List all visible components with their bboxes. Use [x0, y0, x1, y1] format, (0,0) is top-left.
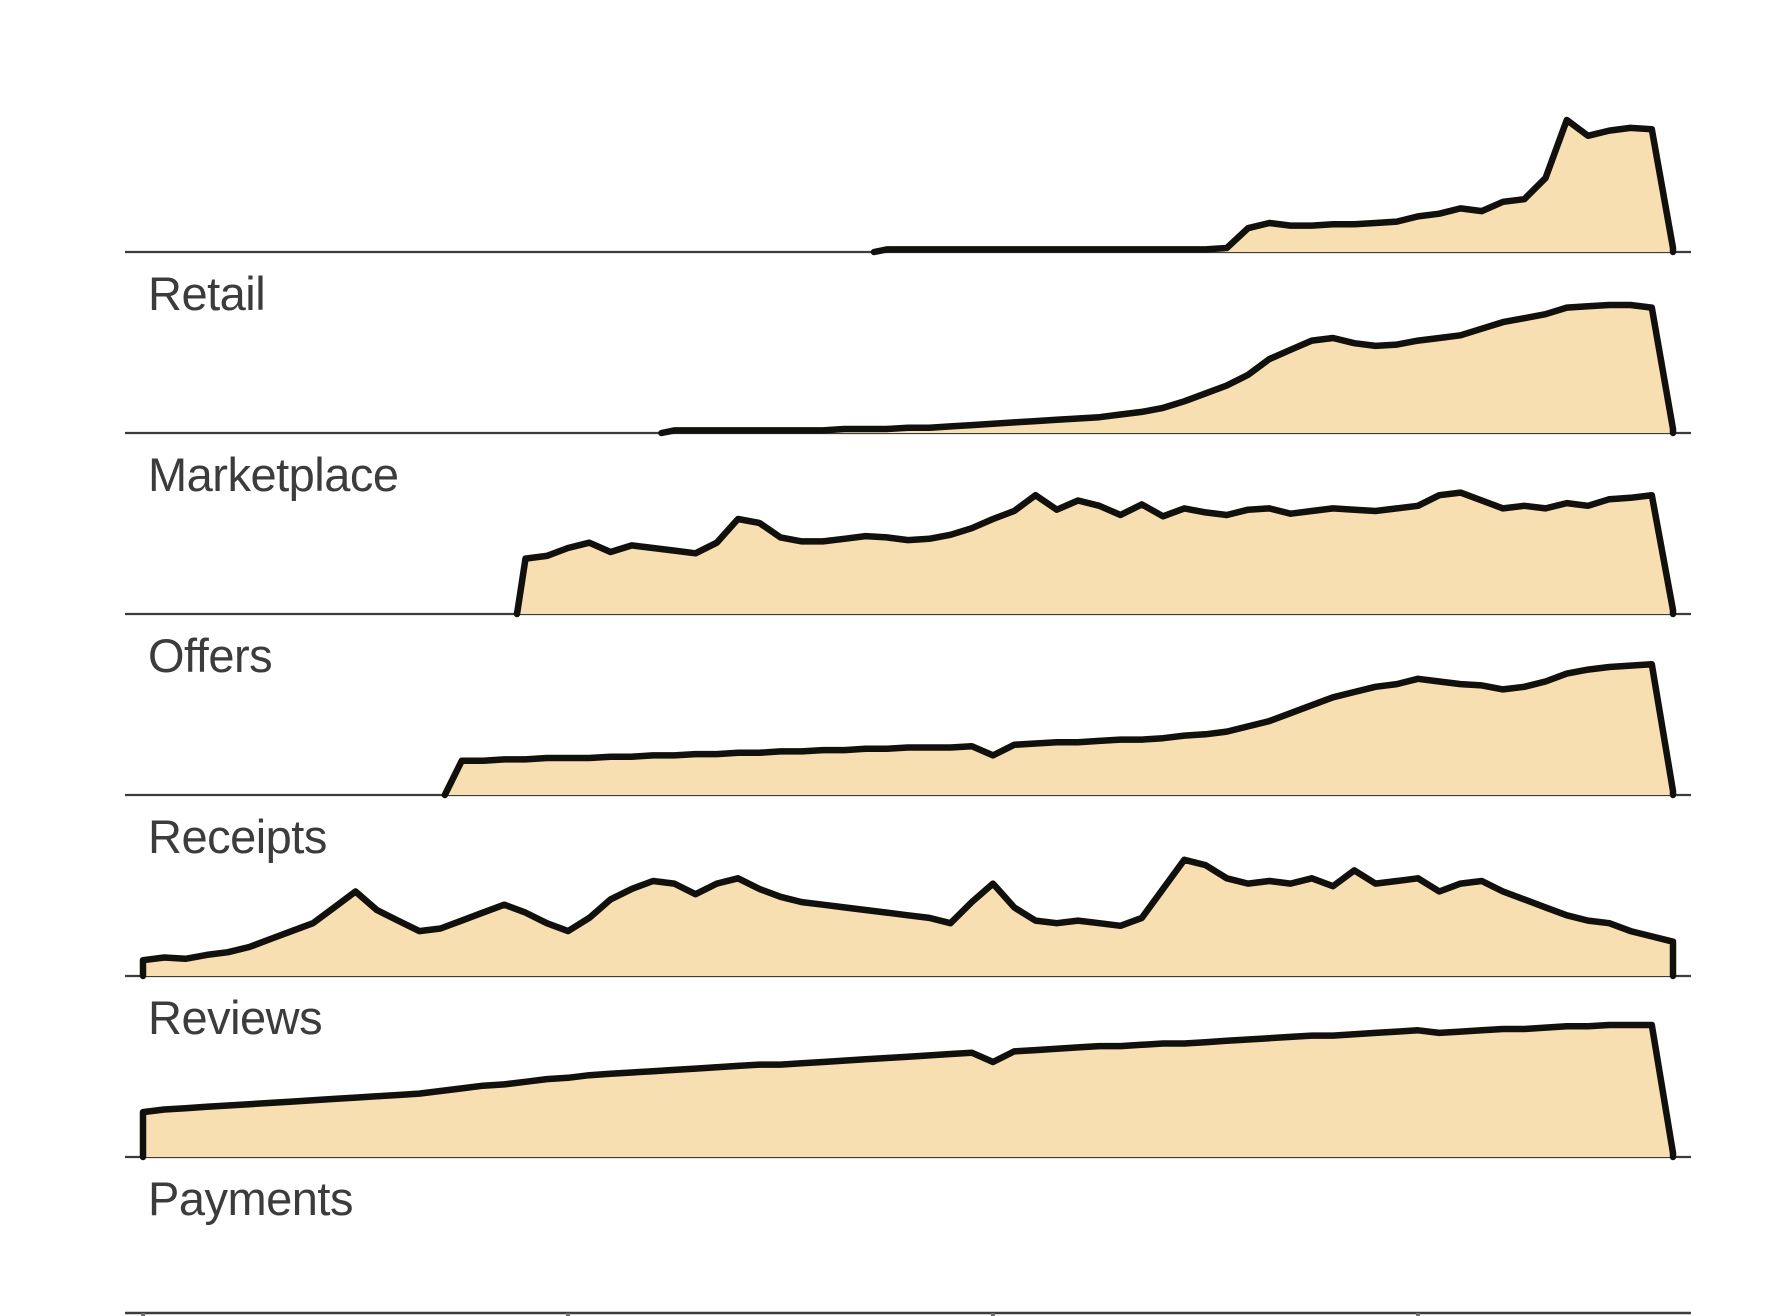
panel-payments: Payments	[125, 1021, 1691, 1225]
series-line-reviews	[139, 856, 1677, 980]
panel-label-reviews: Reviews	[148, 991, 322, 1044]
series-area-marketplace	[661, 305, 1673, 433]
series-line-marketplace	[658, 301, 1677, 437]
panel-label-receipts: Receipts	[148, 810, 327, 863]
series-line-offers	[513, 489, 1677, 618]
panel-retail: Retail	[125, 116, 1691, 320]
panel-offers: Offers	[125, 489, 1691, 682]
panel-receipts: Receipts	[125, 661, 1691, 863]
panel-reviews: Reviews	[125, 856, 1691, 1044]
series-line-retail	[870, 116, 1677, 256]
x-axis: 01 year2 years3 years	[125, 1311, 1691, 1316]
panel-marketplace: Marketplace	[125, 301, 1691, 501]
series-area-payments	[143, 1025, 1673, 1157]
series-line-payments	[139, 1021, 1677, 1161]
series-line-receipts	[441, 661, 1677, 799]
series-area-offers	[517, 492, 1673, 614]
panel-label-retail: Retail	[148, 267, 265, 320]
panel-label-marketplace: Marketplace	[148, 448, 399, 501]
panel-label-offers: Offers	[148, 629, 272, 682]
series-area-retail	[874, 120, 1673, 252]
series-area-receipts	[444, 664, 1673, 795]
panel-label-payments: Payments	[148, 1172, 353, 1225]
